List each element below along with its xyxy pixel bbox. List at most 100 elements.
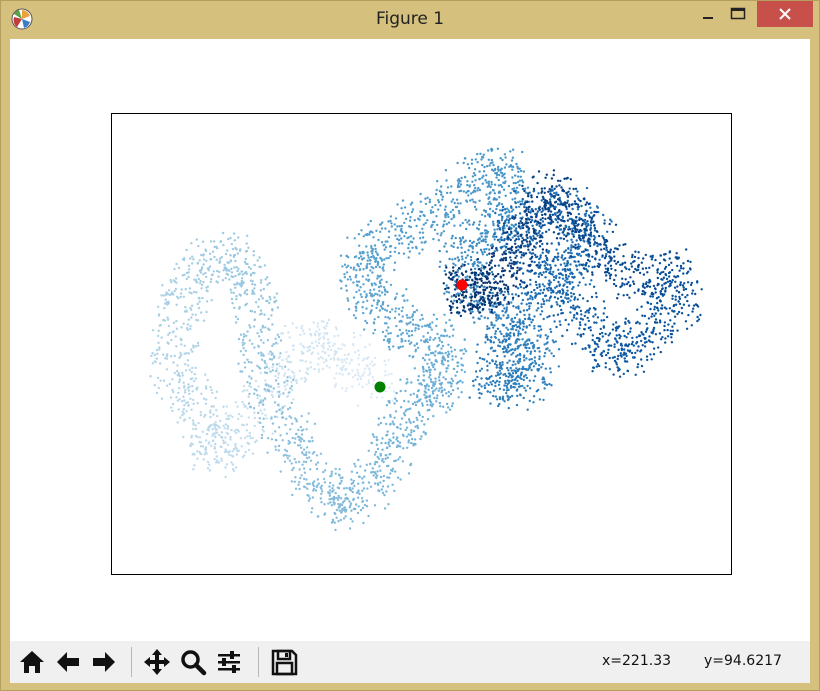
walk-point — [349, 504, 352, 507]
walk-point — [593, 358, 597, 362]
walk-point — [533, 260, 536, 264]
walk-point — [330, 474, 333, 477]
walk-point — [531, 361, 534, 364]
walk-point — [519, 332, 522, 336]
close-button[interactable] — [757, 1, 813, 27]
walk-point — [172, 390, 175, 394]
walk-point — [358, 492, 361, 496]
walk-point — [385, 490, 388, 493]
walk-point — [679, 281, 682, 284]
walk-point — [410, 210, 414, 214]
walk-point — [277, 371, 280, 375]
walk-point — [217, 270, 221, 274]
walk-point — [657, 309, 660, 312]
walk-point — [544, 270, 548, 273]
walk-point — [291, 468, 294, 472]
walk-point — [321, 367, 324, 371]
walk-point — [180, 338, 183, 341]
walk-point — [413, 438, 417, 441]
walk-point — [367, 449, 370, 452]
figure-canvas[interactable] — [10, 39, 810, 641]
walk-point — [517, 345, 520, 348]
walk-point — [308, 497, 312, 500]
walk-point — [517, 238, 521, 241]
walk-point — [547, 210, 550, 213]
walk-point — [211, 250, 215, 253]
walk-point — [522, 252, 525, 255]
walk-point — [546, 268, 549, 271]
walk-point — [424, 387, 427, 390]
walk-point — [241, 400, 244, 404]
walk-point — [518, 261, 522, 264]
walk-point — [456, 246, 459, 249]
walk-point — [548, 279, 551, 282]
walk-point — [404, 217, 408, 221]
walk-point — [496, 371, 499, 374]
walk-point — [674, 280, 677, 283]
walk-point — [680, 312, 684, 315]
walk-point — [373, 282, 376, 285]
walk-point — [202, 319, 206, 322]
walk-point — [565, 329, 569, 332]
walk-point — [183, 273, 186, 276]
walk-point — [435, 317, 439, 321]
walk-point — [208, 469, 212, 472]
walk-point — [475, 242, 479, 245]
walk-point — [552, 275, 556, 279]
walk-point — [385, 280, 388, 284]
walk-point — [681, 284, 685, 287]
axes-plot-area[interactable] — [10, 39, 810, 641]
walk-point — [652, 347, 656, 350]
walk-point — [305, 478, 308, 481]
walk-point — [551, 259, 554, 263]
walk-point — [289, 428, 292, 431]
walk-point — [355, 283, 359, 287]
walk-point — [192, 402, 195, 405]
walk-point — [170, 338, 173, 342]
walk-point — [623, 353, 626, 356]
walk-point — [323, 513, 326, 516]
walk-point — [260, 351, 263, 354]
walk-point — [497, 213, 501, 217]
walk-point — [337, 496, 341, 499]
walk-point — [335, 516, 338, 519]
walk-point — [414, 348, 418, 351]
walk-point — [650, 258, 654, 261]
walk-point — [310, 511, 313, 514]
walk-point — [211, 391, 214, 395]
walk-point — [684, 296, 687, 299]
walk-point — [345, 387, 349, 390]
walk-point — [356, 496, 360, 499]
minimize-button[interactable] — [693, 2, 723, 26]
walk-point — [637, 251, 640, 254]
walk-point — [435, 397, 439, 400]
walk-point — [421, 366, 425, 369]
walk-point — [456, 270, 459, 274]
walk-point — [571, 287, 574, 291]
walk-point — [217, 275, 220, 278]
walk-point — [212, 270, 215, 273]
walk-point — [498, 341, 501, 344]
maximize-button[interactable] — [723, 2, 753, 26]
walk-point — [568, 280, 571, 284]
walk-point — [538, 357, 541, 361]
walk-point — [469, 244, 472, 247]
walk-point — [544, 213, 547, 216]
walk-point — [517, 235, 520, 238]
walk-point — [473, 184, 476, 187]
walk-point — [246, 435, 249, 438]
walk-point — [372, 435, 376, 438]
walk-point — [577, 212, 581, 216]
walk-point — [511, 375, 514, 378]
walk-point — [388, 399, 391, 403]
walk-point — [342, 487, 346, 490]
walk-point — [393, 316, 397, 320]
walk-point — [563, 250, 566, 254]
title-bar[interactable]: Figure 1 — [1, 1, 819, 39]
walk-point — [605, 353, 608, 357]
walk-point — [212, 405, 215, 408]
walk-point — [271, 369, 275, 372]
walk-point — [259, 421, 262, 425]
walk-point — [572, 187, 575, 191]
walk-point — [373, 356, 377, 360]
